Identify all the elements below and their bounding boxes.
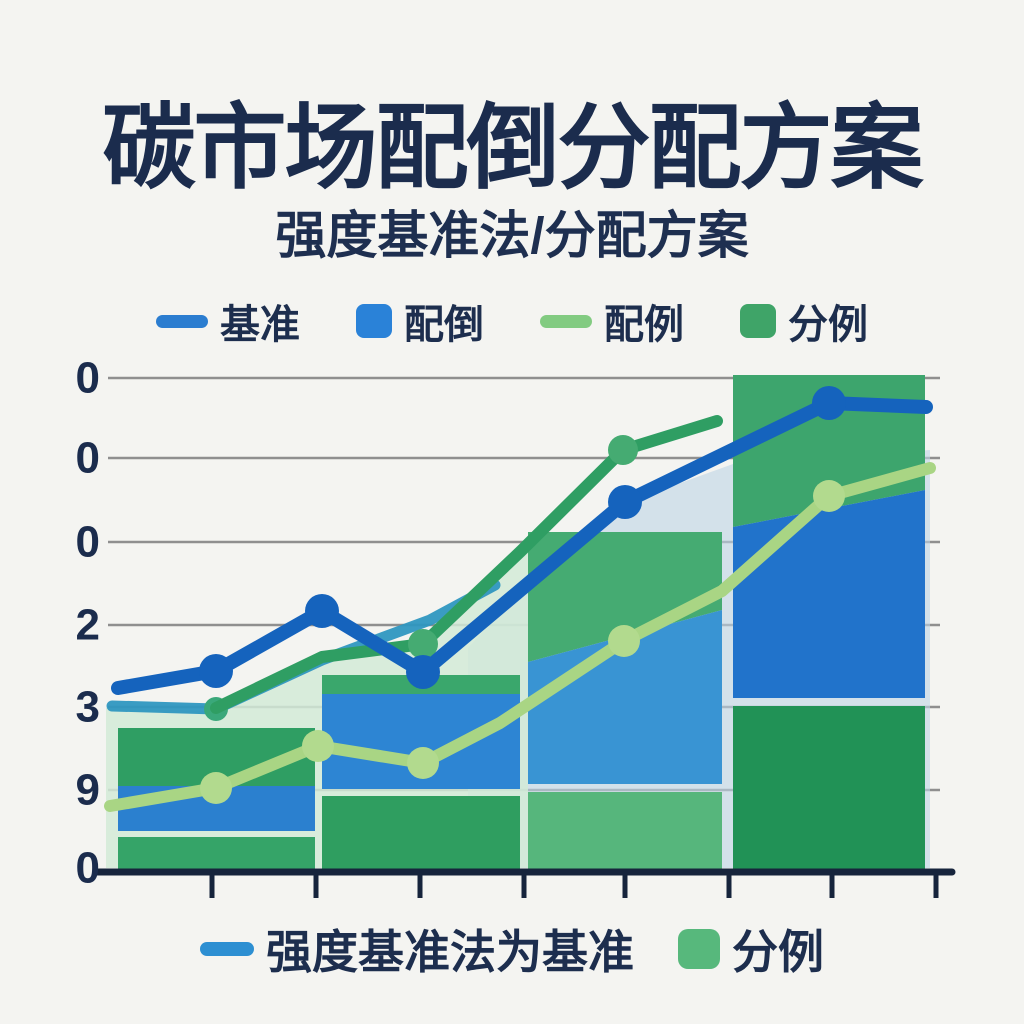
legend-item-fenli-bottom: 分例 — [678, 916, 824, 982]
chart-plot-area: 0 0 0 2 3 9 0 — [76, 354, 956, 898]
light-green-line-marker — [200, 772, 232, 804]
bar-3-segment — [528, 792, 722, 872]
legend-square-swatch — [678, 929, 720, 969]
legend-top: 基准 配倒 配例 分例 — [0, 292, 1024, 350]
light-green-line-marker — [407, 747, 439, 779]
legend-label: 配例 — [604, 303, 684, 347]
legend-item-peidao: 配倒 — [356, 292, 484, 350]
baseline-blue-line-marker — [608, 485, 642, 519]
baseline-blue-line-marker — [305, 594, 339, 628]
light-green-line-marker — [813, 480, 845, 512]
legend-bottom: 强度基准法为基准 分例 — [0, 916, 1024, 982]
green-line — [210, 415, 723, 714]
green-line-marker — [608, 435, 638, 465]
y-axis-label: 2 — [76, 601, 100, 650]
light-green-line-marker — [608, 625, 640, 657]
y-axis-label: 0 — [76, 518, 100, 567]
legend-dash-swatch — [156, 314, 208, 328]
legend-item-qiangdu-jizhun: 强度基准法为基准 — [200, 916, 634, 982]
bar-4-segment — [733, 706, 925, 870]
legend-item-peili: 配例 — [540, 292, 684, 350]
bar-3-segment — [528, 610, 722, 784]
legend-label: 分例 — [788, 303, 868, 347]
legend-square-swatch — [356, 304, 392, 338]
legend-item-fenli: 分例 — [740, 292, 868, 350]
y-axis-label: 0 — [76, 844, 100, 893]
legend-dash-swatch — [200, 942, 254, 956]
bar-2-segment — [322, 694, 520, 789]
y-axis-label: 0 — [76, 354, 100, 403]
baseline-blue-line-marker — [199, 654, 233, 688]
baseline-blue-line-marker — [406, 655, 440, 689]
y-axis-label: 0 — [76, 434, 100, 483]
legend-label: 基准 — [220, 303, 300, 347]
page-title: 碳市场配倒分配方案 — [102, 96, 924, 200]
legend-label: 配倒 — [404, 303, 484, 347]
y-axis-label: 9 — [76, 766, 100, 815]
bar-4-segment — [733, 375, 925, 527]
light-green-line — [104, 462, 936, 812]
page-subtitle: 强度基准法/分配方案 — [275, 207, 749, 264]
bar-3-segment — [528, 532, 722, 662]
bar-2-segment — [322, 796, 520, 872]
legend-label: 分例 — [732, 926, 824, 978]
light-green-line-marker — [302, 730, 334, 762]
legend-item-jizhun: 基准 — [156, 292, 300, 350]
legend-square-swatch — [740, 304, 776, 338]
y-axis-label: 3 — [76, 683, 100, 732]
legend-label: 强度基准法为基准 — [266, 926, 634, 978]
baseline-blue-line-marker — [812, 386, 846, 420]
legend-dash-swatch — [540, 314, 592, 328]
bar-1-segment — [118, 837, 315, 872]
green-line-marker — [408, 629, 438, 659]
